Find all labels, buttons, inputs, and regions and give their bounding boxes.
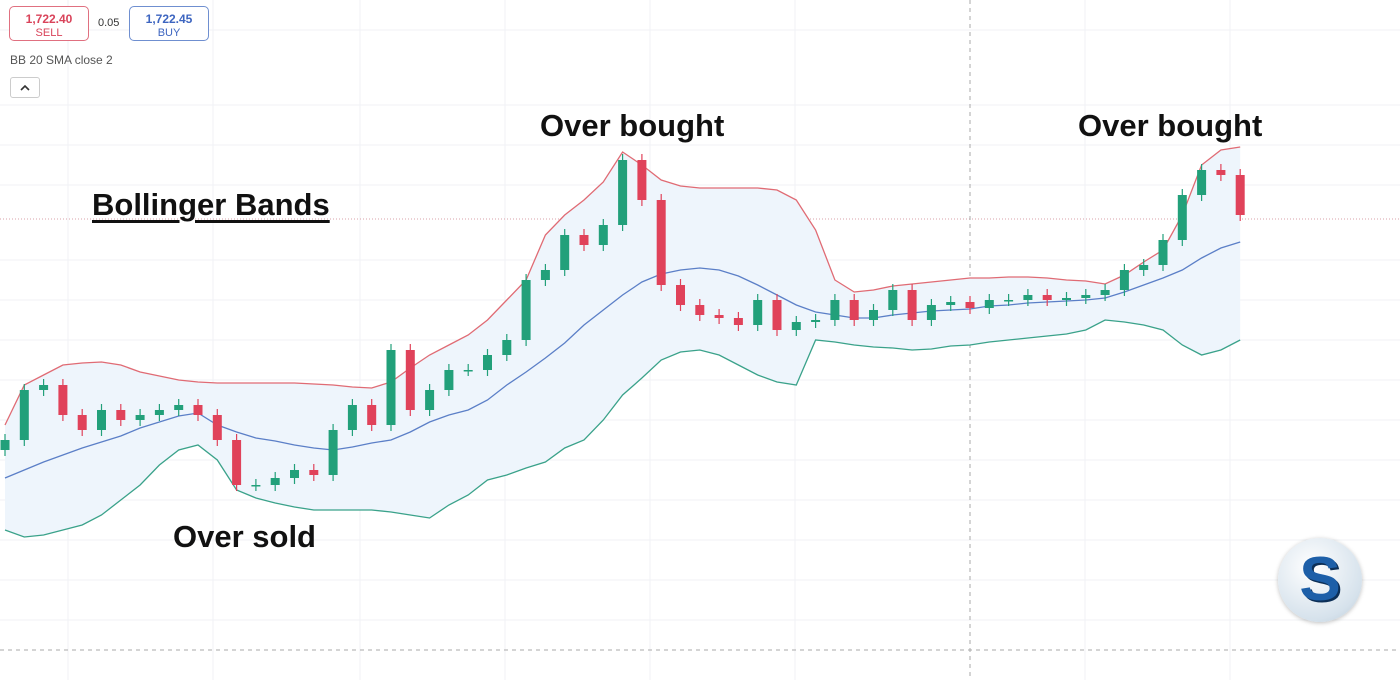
candle-body — [753, 300, 763, 325]
candle-body — [116, 410, 126, 420]
spread: 0.05 — [98, 17, 120, 29]
annotation: Over sold — [173, 519, 316, 554]
candle-body — [309, 470, 319, 475]
candle-body — [1158, 240, 1168, 265]
candle-body — [1004, 300, 1014, 302]
candle-body — [425, 390, 435, 410]
candle-body — [1139, 265, 1149, 270]
candle-body — [212, 415, 222, 440]
collapse-button[interactable] — [10, 77, 40, 98]
candle-body — [1119, 270, 1129, 290]
candle-body — [39, 385, 49, 390]
plot — [0, 146, 1245, 538]
candle-body — [637, 160, 647, 200]
candle-body — [77, 415, 87, 430]
candle-body — [251, 485, 261, 487]
sell-button[interactable]: 1,722.40 SELL — [9, 6, 89, 41]
candle-body — [598, 225, 608, 245]
candle-body — [946, 302, 956, 305]
candle-body — [0, 440, 10, 450]
candle-body — [791, 322, 801, 330]
candle-body — [714, 315, 724, 318]
band-upper — [4, 146, 1241, 426]
band-fill — [5, 147, 1241, 537]
candle-body — [618, 160, 628, 225]
logo: S — [1278, 538, 1362, 622]
candle-body — [174, 405, 184, 410]
band-lower — [4, 319, 1241, 538]
chevron-icon — [20, 84, 30, 91]
candle-body — [869, 310, 878, 320]
candle-body — [521, 280, 531, 340]
candle-body — [772, 300, 782, 330]
candle-body — [1023, 295, 1033, 300]
candle-body — [907, 290, 917, 320]
candle-body — [965, 302, 975, 308]
candle-body — [695, 305, 705, 315]
buy-price: 1,722.45 — [145, 12, 193, 26]
candle-body — [19, 390, 29, 440]
candle-body — [1042, 295, 1052, 300]
candle-body — [849, 300, 859, 320]
buy-button[interactable]: 1,722.45 BUY — [129, 6, 209, 41]
candle-body — [830, 300, 840, 320]
candle-body — [328, 430, 338, 475]
candle-body — [1235, 175, 1245, 215]
candle-body — [290, 470, 299, 478]
sell-label: SELL — [35, 27, 63, 39]
annotation: Bollinger Bands — [92, 187, 330, 222]
candle-body — [733, 318, 743, 325]
candle-body — [984, 300, 994, 308]
candle-body — [560, 235, 570, 270]
candle-body — [135, 415, 145, 420]
candle-body — [676, 285, 685, 305]
candle-body — [97, 410, 106, 430]
candle-body — [270, 478, 280, 485]
candle-body — [926, 305, 936, 320]
candle-body — [347, 405, 357, 430]
candle-body — [888, 290, 898, 310]
candle-body — [58, 385, 68, 415]
candle-body — [1216, 170, 1226, 175]
candle-body — [367, 405, 377, 425]
candle-body — [405, 350, 415, 410]
candle-body — [502, 340, 512, 355]
sell-price: 1,722.40 — [25, 12, 73, 26]
candle-body — [1062, 298, 1071, 300]
candle-body — [579, 235, 589, 245]
buy-label: BUY — [157, 27, 181, 39]
candle-body — [444, 370, 454, 390]
candle-body — [483, 355, 492, 370]
candle-body — [463, 370, 473, 372]
candle-body — [193, 405, 203, 415]
candle-body — [1081, 295, 1091, 298]
candle-body — [1100, 290, 1110, 295]
candle-body — [656, 200, 666, 285]
annotation: Over bought — [1078, 108, 1263, 143]
candle-body — [811, 320, 821, 322]
band-middle — [4, 241, 1241, 479]
annotation: Over bought — [540, 108, 725, 143]
candle-body — [1197, 170, 1207, 195]
candle-body — [232, 440, 242, 485]
candle-body — [154, 410, 164, 415]
indicator-label: BB 20 SMA close 2 — [10, 53, 113, 67]
candle-body — [386, 350, 396, 425]
candle-body — [540, 270, 550, 280]
candle-body — [1177, 195, 1187, 240]
